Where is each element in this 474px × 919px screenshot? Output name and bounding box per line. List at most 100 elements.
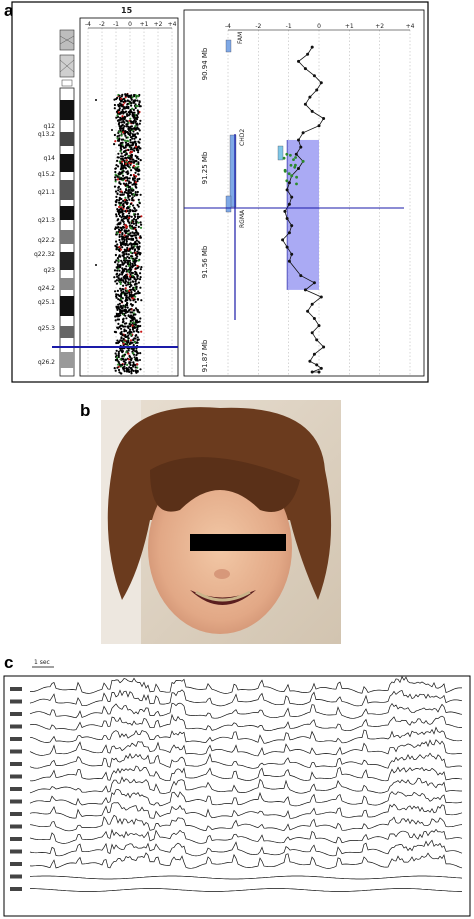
scatter-point <box>133 316 136 319</box>
scatter-point <box>128 297 131 300</box>
scatter-point <box>132 164 135 167</box>
scatter-point <box>135 356 138 360</box>
scatter-point <box>132 114 135 117</box>
scatter-point <box>129 363 132 367</box>
scatter-point <box>120 99 123 102</box>
scatter-point <box>127 95 130 98</box>
series-point <box>310 331 314 335</box>
scatter-point <box>122 174 125 177</box>
scatter-point <box>113 269 117 272</box>
scatter-point <box>124 231 127 234</box>
scatter-point <box>116 358 119 361</box>
scatter-point <box>114 178 117 181</box>
scatter-point <box>132 193 135 196</box>
scatter-point <box>116 275 119 278</box>
scatter-point <box>132 286 135 289</box>
eeg-trace <box>29 839 463 857</box>
scatter-point <box>129 191 132 194</box>
series-point <box>303 288 307 292</box>
scatter-point <box>121 123 124 127</box>
panel-c-label: c <box>4 653 14 672</box>
scatter-point <box>134 231 137 234</box>
scatter-point <box>127 358 130 361</box>
scatter-point <box>136 336 139 339</box>
scatter-point <box>123 111 126 114</box>
scatter-point <box>121 170 124 173</box>
scatter-point <box>130 347 133 350</box>
scatter-point <box>114 352 117 355</box>
scatter-point <box>121 261 124 264</box>
eeg-trace <box>29 713 462 732</box>
scatter-point <box>122 320 125 323</box>
scatter-point <box>114 140 117 143</box>
chromosome-ideogram <box>59 29 75 377</box>
band-label: q25.3 <box>38 325 55 332</box>
scatter-point <box>127 253 130 256</box>
scatter-point <box>121 238 124 241</box>
scatter-point <box>134 106 137 110</box>
scatter-point <box>113 103 116 107</box>
scatter-point <box>114 176 117 179</box>
scatter-point <box>134 145 138 148</box>
scatter-point <box>125 123 128 126</box>
scatter-point <box>127 314 130 317</box>
scatter-point <box>115 259 118 262</box>
scatter-point <box>130 215 133 218</box>
scatter-point <box>138 202 141 205</box>
scatter-point <box>126 259 130 262</box>
band-label: q14 <box>44 155 56 162</box>
scatter-point <box>133 93 136 97</box>
scatter-point <box>129 325 132 328</box>
scatter-point <box>132 158 135 161</box>
eeg-trace <box>29 802 463 819</box>
scatter-point <box>132 339 135 342</box>
scatter-point <box>120 190 123 193</box>
scatter-point <box>134 295 137 298</box>
green-point <box>285 179 289 183</box>
channel-label-mark <box>10 762 22 766</box>
scatter-point <box>135 330 138 333</box>
scatter-point <box>137 165 140 168</box>
scatter-point <box>129 339 133 342</box>
scatter-point <box>132 227 135 230</box>
scatter-point <box>125 171 128 174</box>
scatter-point <box>120 157 123 160</box>
tick-label: +4 <box>406 23 415 30</box>
scatter-point <box>113 98 116 101</box>
scatter-point <box>124 278 127 281</box>
scatter-point <box>132 166 135 169</box>
series-point <box>297 167 300 170</box>
scatter-point <box>120 242 123 245</box>
scatter-point <box>127 283 130 286</box>
scatter-point <box>116 175 119 178</box>
band-label: q25.1 <box>38 299 55 306</box>
tick-label: -1 <box>286 23 292 30</box>
scatter-point <box>128 308 131 311</box>
scatter-point <box>131 137 134 140</box>
scatter-point <box>125 252 128 255</box>
scatter-point <box>134 300 137 304</box>
scatter-point <box>120 152 123 155</box>
scatter-point <box>117 189 120 192</box>
scatter-point <box>137 161 140 164</box>
scatter-point <box>130 255 133 258</box>
scatter-point <box>122 97 126 100</box>
scatter-point <box>135 117 138 120</box>
scatter-point <box>116 219 119 222</box>
scatter-point <box>132 264 135 267</box>
scatter-point <box>114 226 117 229</box>
scatter-point <box>114 167 117 170</box>
band-label: q24.2 <box>38 285 55 292</box>
scatter-point <box>119 211 122 214</box>
scatter-point <box>130 244 133 247</box>
scatter-point <box>121 268 124 271</box>
scatter-point <box>131 247 134 250</box>
channel-label-mark <box>10 812 22 816</box>
eeg-trace <box>29 765 463 782</box>
scatter-point <box>127 352 130 355</box>
scatter-point <box>139 236 142 239</box>
scatter-point <box>133 321 136 324</box>
series-point <box>294 152 298 156</box>
gene-label-fam: FAM <box>237 32 244 44</box>
